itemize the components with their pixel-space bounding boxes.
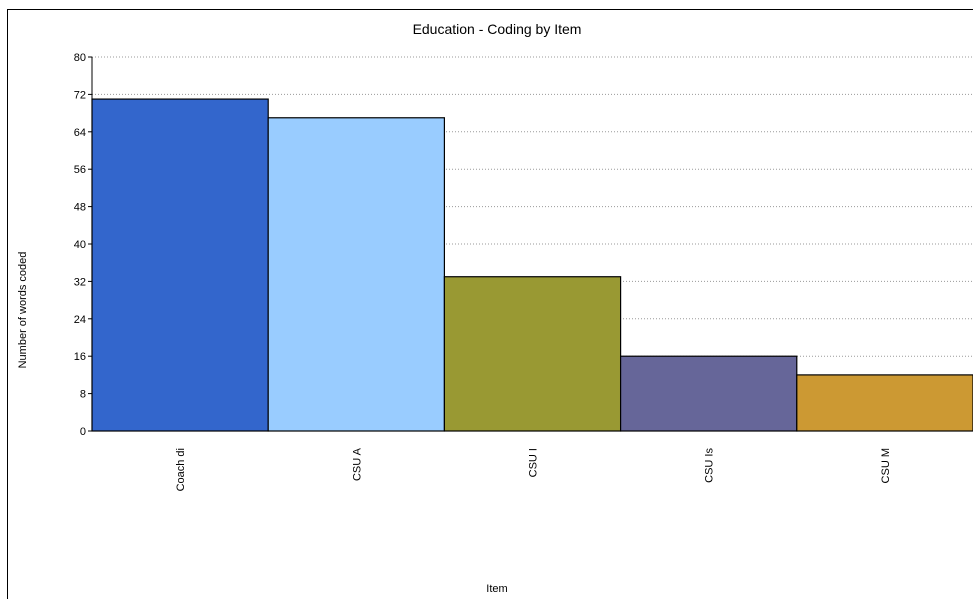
- bar-coach-di: [91, 98, 269, 432]
- y-axis-ticks: 0 8 16 24 32 40 48 56 64 72 80: [74, 52, 92, 438]
- bar-csu-is: [619, 355, 798, 432]
- x-category-label: Coach di: [175, 448, 187, 491]
- y-tick-label: 24: [74, 314, 86, 326]
- y-tick-label: 48: [74, 202, 86, 214]
- bars: [91, 98, 973, 432]
- x-category-label: CSU Is: [704, 448, 716, 483]
- y-tick-label: 32: [74, 276, 86, 288]
- x-category-label: CSU I: [528, 448, 540, 477]
- x-category-label: CSU M: [880, 448, 892, 483]
- chart-frame: [7, 9, 973, 599]
- y-tick-label: 64: [74, 127, 86, 139]
- x-axis-label: Item: [486, 583, 507, 595]
- y-tick-label: 8: [80, 389, 86, 401]
- x-category-label: CSU A: [351, 447, 363, 481]
- y-tick-label: 16: [74, 351, 86, 363]
- y-axis-label: Number of words coded: [17, 252, 29, 369]
- bar-csu-i: [443, 276, 622, 432]
- y-tick-label: 56: [74, 164, 86, 176]
- y-tick-label: 72: [74, 89, 86, 101]
- y-tick-label: 0: [80, 426, 86, 438]
- bar-csu-a: [267, 117, 446, 432]
- y-tick-label: 80: [74, 52, 86, 64]
- chart-title: Education - Coding by Item: [413, 21, 582, 37]
- bar-csu-m: [796, 374, 973, 432]
- y-tick-label: 40: [74, 239, 86, 251]
- x-axis-categories: Coach di CSU A CSU I CSU Is CSU M: [175, 447, 892, 491]
